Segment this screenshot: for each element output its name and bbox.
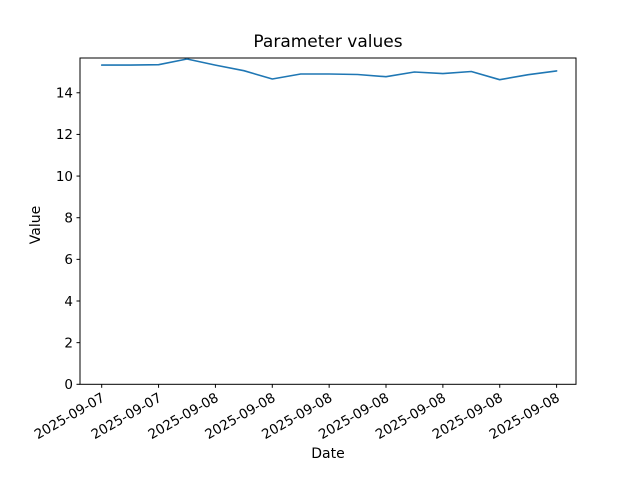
y-tick-label: 6 [64,252,73,268]
y-tick-label: 8 [64,211,73,227]
y-tick-label: 2 [64,335,73,351]
y-axis-label: Value [28,206,44,244]
x-axis-ticks: 2025-09-072025-09-072025-09-082025-09-08… [32,384,563,443]
y-tick-label: 14 [56,86,73,102]
y-tick-label: 12 [56,127,73,143]
plot-area [79,57,577,385]
y-tick-label: 4 [64,294,73,310]
y-axis-ticks: 0 2 4 6 8 10 12 14 [56,86,80,393]
data-line [100,58,558,81]
chart-title: Parameter values [253,32,402,52]
y-tick-label: 0 [64,377,73,393]
y-tick-label: 10 [56,169,73,185]
x-axis-label: Date [311,446,344,462]
